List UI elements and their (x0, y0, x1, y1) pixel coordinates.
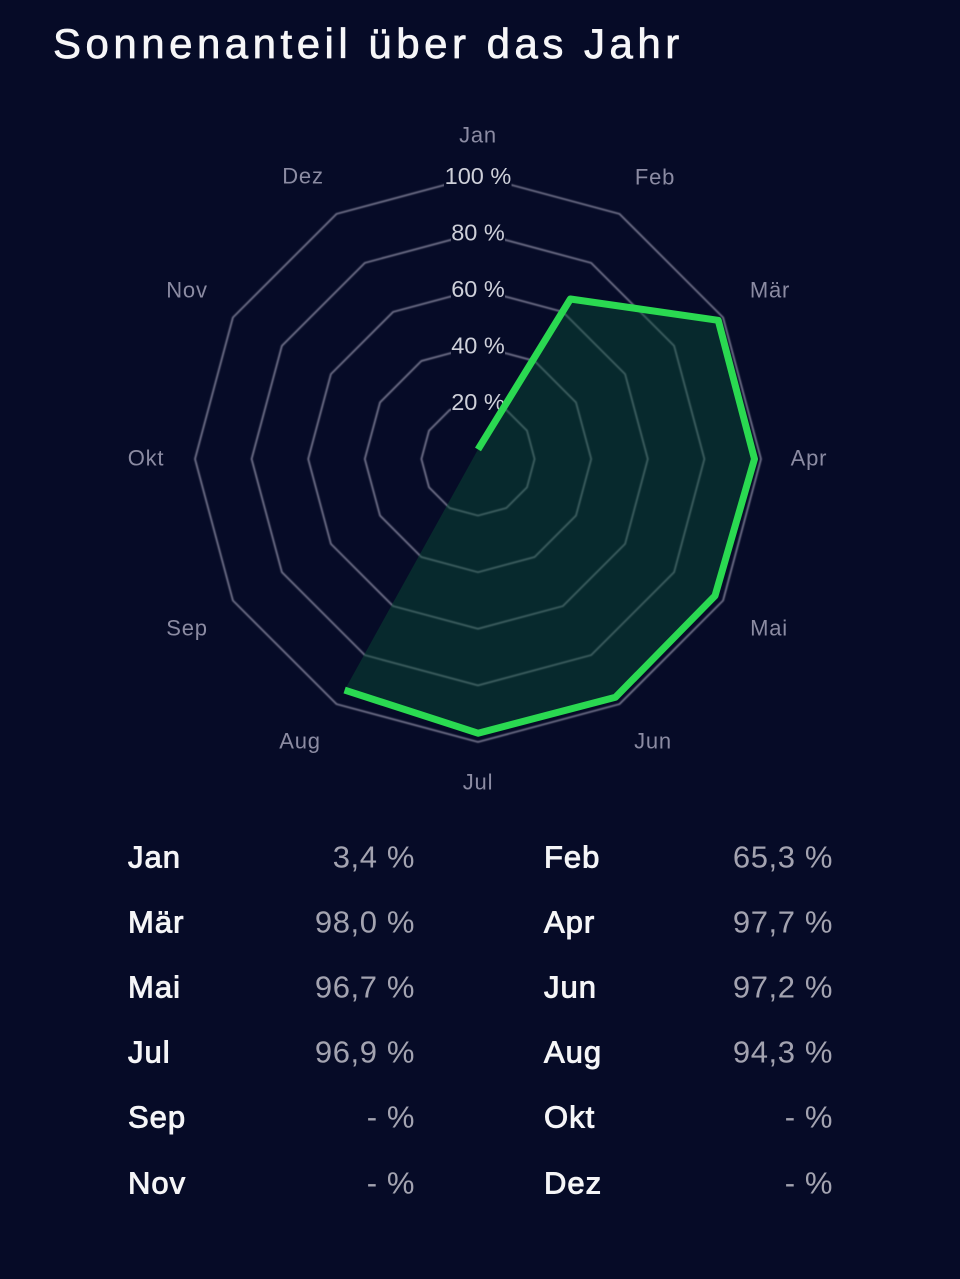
svg-text:Jul: Jul (463, 770, 494, 795)
svg-text:Mär: Mär (750, 278, 790, 303)
svg-text:Jun: Jun (634, 729, 672, 754)
svg-text:20 %: 20 % (451, 389, 505, 415)
svg-text:80 %: 80 % (451, 220, 505, 246)
svg-text:Dez: Dez (282, 164, 324, 189)
svg-text:Sep: Sep (166, 616, 208, 641)
svg-text:Nov: Nov (166, 278, 208, 303)
svg-text:Jan: Jan (459, 123, 497, 148)
svg-text:Feb: Feb (635, 165, 675, 190)
svg-text:60 %: 60 % (451, 276, 505, 302)
svg-text:Mai: Mai (750, 616, 788, 641)
svg-text:100 %: 100 % (445, 163, 512, 189)
svg-text:Apr: Apr (791, 446, 828, 471)
svg-text:40 %: 40 % (451, 333, 505, 359)
svg-text:Okt: Okt (128, 446, 165, 471)
svg-text:Aug: Aug (279, 729, 321, 754)
